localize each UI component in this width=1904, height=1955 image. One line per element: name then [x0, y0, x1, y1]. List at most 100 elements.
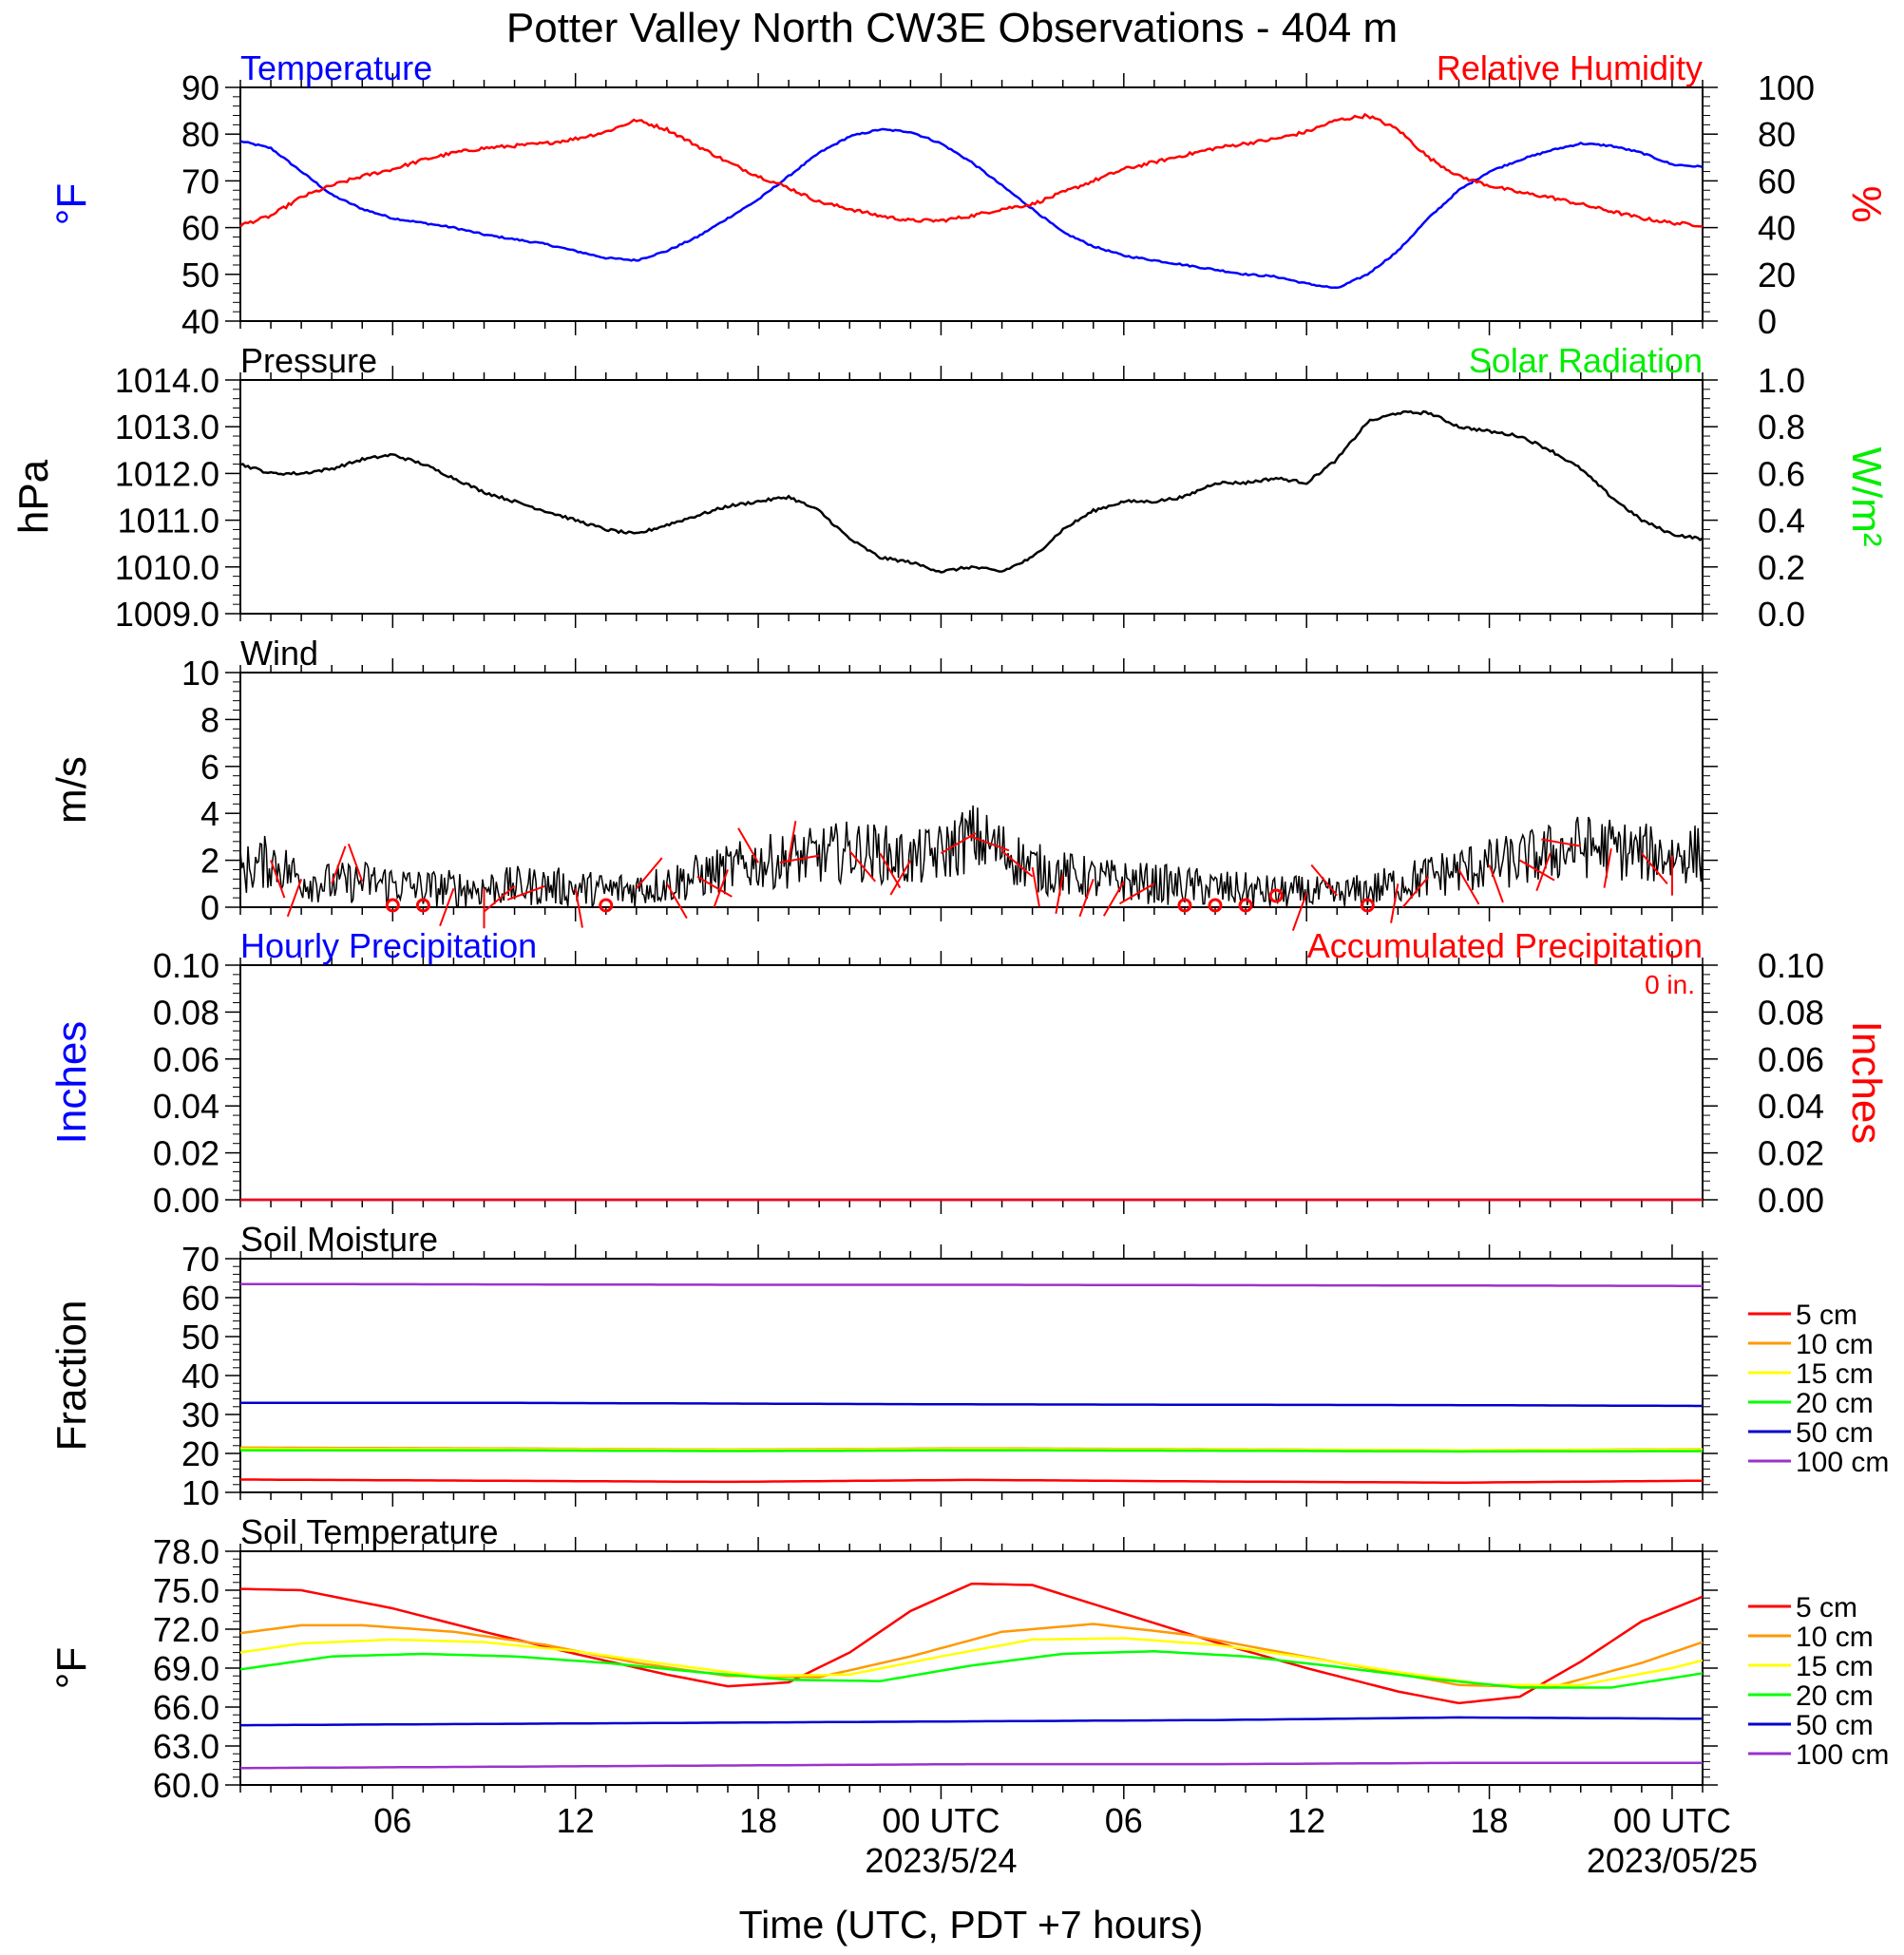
wind-direction-stick	[737, 827, 759, 864]
wind-direction-stick	[439, 887, 455, 927]
y-tick-label-right: 0.00	[1758, 1181, 1824, 1220]
panel-title-right: Relative Humidity	[1437, 48, 1703, 87]
wind-direction-stick	[1102, 881, 1125, 917]
wind-direction-stick	[889, 860, 912, 896]
y-tick-label-left: 80	[181, 115, 219, 154]
y-axis-label-right: W/m²	[1843, 446, 1890, 546]
x-tick-label: 18	[739, 1801, 777, 1840]
y-axis-label-left: °F	[48, 183, 95, 225]
panel-title-left: Wind	[240, 634, 318, 673]
y-tick-label-left: 20	[181, 1434, 219, 1473]
series-line-temperature	[239, 127, 1704, 290]
y-tick-label-left: 1014.0	[115, 361, 219, 400]
wind-direction-stick	[1535, 852, 1552, 891]
wind-direction-stick	[1078, 879, 1095, 918]
wind-direction-stick	[483, 885, 516, 913]
x-tick-date-label: 2023/5/24	[865, 1841, 1017, 1880]
legend-label: 15 cm	[1796, 1651, 1874, 1682]
y-tick-label-left: 72.0	[153, 1610, 219, 1649]
y-tick-label-right: 0.2	[1758, 548, 1805, 587]
wind-direction-stick	[1541, 838, 1581, 847]
series-line-10-cm	[239, 1623, 1704, 1689]
chart-panel-1: 40 50 60 70 80 90 0 20 40 60 80 100 Temperature Relat…	[48, 48, 1890, 341]
wind-direction-stick	[1031, 866, 1040, 907]
y-tick-label-left: 1013.0	[115, 408, 219, 446]
wind-direction-stick	[848, 850, 877, 883]
y-tick-label-right: 0	[1758, 302, 1777, 341]
wind-direction-stick	[574, 888, 583, 928]
y-tick-label-left: 1009.0	[115, 595, 219, 634]
y-tick-label-left: 10	[181, 654, 219, 693]
y-axis-label-left: Fraction	[48, 1300, 95, 1452]
legend-label: 5 cm	[1796, 1300, 1857, 1331]
wind-direction-stick	[696, 876, 733, 898]
y-tick-label-left: 0.02	[153, 1134, 219, 1173]
y-tick-label-right: 0.4	[1758, 502, 1805, 541]
x-tick-label: 06	[373, 1801, 411, 1840]
series-line-wind	[239, 805, 1704, 908]
wind-direction-stick	[1055, 874, 1064, 914]
series-line-100-cm	[240, 1282, 1703, 1287]
wind-direction-stick	[270, 860, 286, 899]
wind-direction-stick	[1390, 883, 1399, 923]
x-tick-label: 12	[557, 1801, 595, 1840]
y-tick-label-left: 0.06	[153, 1040, 219, 1079]
y-tick-label-left: 63.0	[153, 1727, 219, 1766]
wind-direction-stick	[1291, 892, 1308, 931]
calm-wind-marker	[385, 898, 400, 913]
y-tick-label-left: 0.10	[153, 946, 219, 985]
y-tick-label-left: 8	[200, 700, 219, 739]
y-tick-label-left: 0.04	[153, 1087, 219, 1126]
y-tick-label-left: 75.0	[153, 1571, 219, 1610]
y-axis-label-left: °F	[48, 1647, 95, 1689]
legend-label: 5 cm	[1796, 1592, 1857, 1623]
legend-label: 50 cm	[1796, 1710, 1874, 1741]
y-tick-label-left: 50	[181, 1318, 219, 1357]
wind-direction-stick	[1641, 852, 1668, 885]
calm-wind-marker	[1268, 888, 1284, 903]
chart-panel-6: 60.063.066.069.072.075.078.0 Soil Tempera…	[48, 1512, 1889, 1805]
figure-title: Potter Valley North CW3E Observations - …	[506, 5, 1398, 51]
wind-direction-stick	[331, 845, 347, 884]
wind-direction-stick	[1000, 849, 1034, 878]
wind-direction-stick	[636, 857, 663, 889]
wind-direction-stick	[347, 844, 364, 883]
plot-frame	[239, 86, 1704, 322]
y-tick-label-right: 0.08	[1758, 993, 1824, 1032]
plot-frame	[239, 1550, 1704, 1786]
y-tick-label-left: 50	[181, 256, 219, 294]
y-tick-label-left: 66.0	[153, 1688, 219, 1727]
wind-direction-stick	[1310, 864, 1339, 897]
calm-wind-marker	[599, 898, 614, 913]
y-tick-label-right: 0.06	[1758, 1040, 1824, 1079]
wind-direction-stick	[1603, 848, 1612, 888]
accumulated-total-label: 0 in.	[1645, 970, 1695, 999]
wind-direction-stick	[788, 821, 797, 861]
panel-title-left: Pressure	[240, 341, 377, 380]
wind-direction-stick	[1119, 883, 1155, 905]
series-line-20-cm	[239, 1649, 1704, 1689]
x-axis-label: Time (UTC, PDT +7 hours)	[739, 1903, 1204, 1946]
panel-title-left: Hourly Precipitation	[240, 926, 537, 965]
y-tick-label-left: 70	[181, 161, 219, 200]
legend-label: 20 cm	[1796, 1388, 1874, 1419]
y-tick-label-right: 0.04	[1758, 1087, 1824, 1126]
wind-direction-stick	[1488, 864, 1504, 903]
chart-panel-4: 0.00 0.02 0.04 0.06 0.08 0.10 0.00 0.02 0.04 0.06…	[48, 926, 1890, 1220]
y-tick-label-right: 0.02	[1758, 1134, 1824, 1173]
x-tick-label: 12	[1287, 1801, 1325, 1840]
calm-wind-marker	[1177, 898, 1192, 913]
y-tick-label-left: 4	[200, 794, 219, 833]
y-axis-label-right: %	[1843, 185, 1890, 222]
chart-panel-2: 1009.0 1010.0 1011.0 1012.0 1013.0 1014.0 0.0 0…	[10, 341, 1890, 634]
legend-label: 10 cm	[1796, 1329, 1874, 1360]
calm-wind-marker	[1238, 898, 1253, 913]
y-tick-label-right: 60	[1758, 161, 1796, 200]
y-tick-label-left: 1010.0	[115, 548, 219, 587]
x-tick-label: 00 UTC	[882, 1801, 1000, 1840]
